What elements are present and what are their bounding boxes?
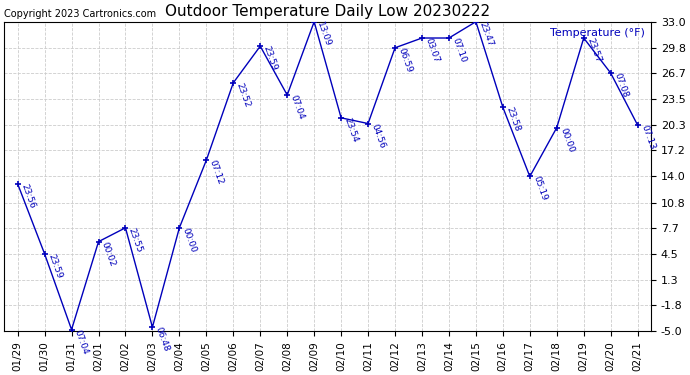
Text: 07:04: 07:04 [73,328,90,356]
Text: 23:58: 23:58 [504,106,522,133]
Text: 03:07: 03:07 [424,37,441,64]
Text: 23:54: 23:54 [342,117,359,144]
Text: 07:13: 07:13 [639,124,656,151]
Text: 00:02: 00:02 [100,240,117,267]
Text: 06:48: 06:48 [154,326,171,353]
Text: Temperature (°F): Temperature (°F) [550,28,644,38]
Text: 23:52: 23:52 [235,81,252,109]
Text: 07:04: 07:04 [288,94,306,121]
Text: 23:56: 23:56 [19,182,37,210]
Text: 23:59: 23:59 [262,45,279,72]
Text: 07:12: 07:12 [208,159,225,186]
Text: 04:56: 04:56 [369,122,386,149]
Text: 06:59: 06:59 [397,46,414,74]
Text: 05:19: 05:19 [531,175,549,202]
Text: 07:08: 07:08 [612,72,629,99]
Text: 13:09: 13:09 [315,20,333,48]
Text: 00:00: 00:00 [558,126,575,154]
Text: 23:47: 23:47 [477,20,495,48]
Text: 23:57: 23:57 [585,37,602,64]
Text: 23:59: 23:59 [46,252,63,280]
Text: Copyright 2023 Cartronics.com: Copyright 2023 Cartronics.com [4,9,157,19]
Title: Outdoor Temperature Daily Low 20230222: Outdoor Temperature Daily Low 20230222 [165,4,490,19]
Text: 00:00: 00:00 [181,226,198,254]
Text: 23:55: 23:55 [127,226,144,254]
Text: 07:10: 07:10 [451,37,468,64]
